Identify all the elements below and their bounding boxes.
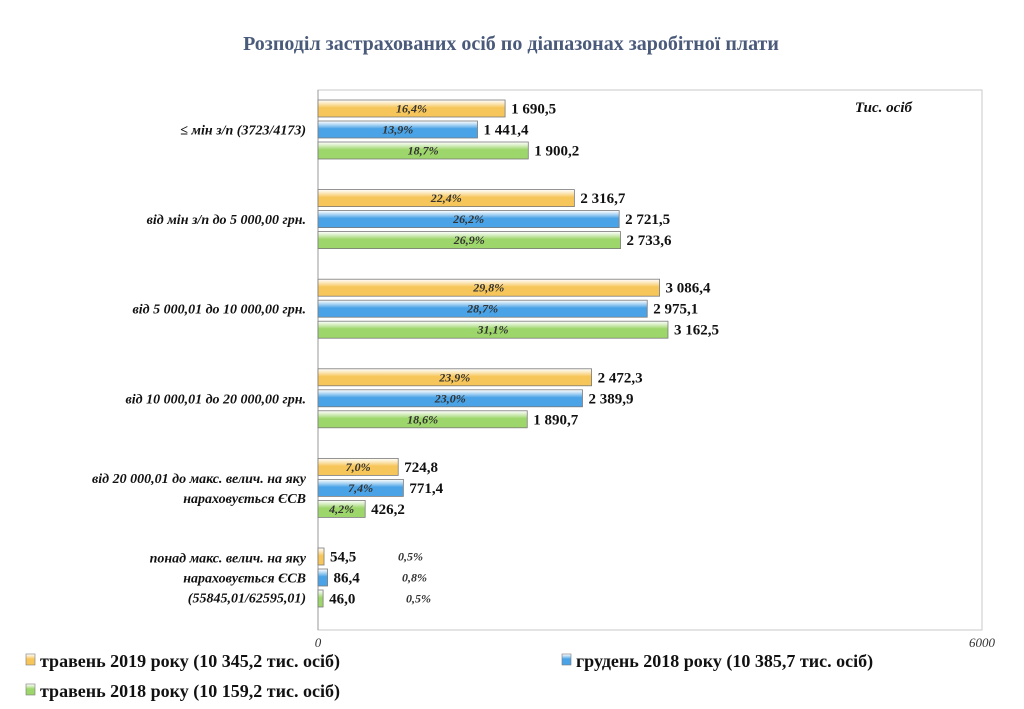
- value-label: 771,4: [409, 481, 443, 497]
- bar: [317, 457, 399, 476]
- value-label: 2 733,6: [627, 233, 673, 249]
- legend-swatch: [25, 683, 36, 696]
- percent-label: 26,2%: [452, 212, 484, 226]
- category-label: (55845,01/62595,01): [188, 592, 306, 607]
- percent-label: 0,5%: [398, 550, 423, 564]
- bar: [317, 278, 660, 297]
- legend-entry: травень 2019 року (10 345,2 тис. осіб): [40, 651, 340, 672]
- percent-label: 28,7%: [466, 302, 498, 316]
- percent-label: 13,9%: [382, 123, 413, 137]
- legend: травень 2019 року (10 345,2 тис. осіб) гр…: [25, 651, 873, 702]
- legend-entry: травень 2018 року (10 159,2 тис. осіб): [40, 681, 340, 702]
- percent-label: 29,8%: [472, 281, 504, 295]
- bar: [317, 210, 620, 229]
- value-label: 2 316,7: [580, 191, 626, 207]
- value-label: 1 441,4: [484, 123, 529, 139]
- percent-label: 4,2%: [328, 502, 354, 516]
- value-label: 3 162,5: [674, 323, 719, 339]
- bar: [317, 99, 506, 118]
- legend-swatch: [25, 653, 36, 666]
- percent-label: 22,4%: [430, 191, 462, 205]
- percent-label: 7,4%: [348, 481, 373, 495]
- percent-label: 18,6%: [407, 412, 438, 426]
- category-label: нараховується ЄСВ: [183, 492, 306, 507]
- value-label: 2 472,3: [598, 370, 643, 386]
- category-label: від 20 000,01 до макс. велич. на яку: [92, 472, 307, 487]
- percent-label: 31,1%: [476, 323, 508, 337]
- percent-label: 18,7%: [408, 144, 439, 158]
- bar: [317, 389, 583, 408]
- chart-title: Розподіл застрахованих осіб по діапазона…: [243, 33, 779, 55]
- value-label: 1 890,7: [533, 412, 579, 428]
- bar: [317, 589, 324, 608]
- percent-label: 16,4%: [396, 102, 427, 116]
- value-label: 1 690,5: [511, 102, 556, 118]
- percent-label: 26,9%: [453, 233, 485, 247]
- value-label: 1 900,2: [534, 144, 579, 160]
- bar: [317, 120, 478, 139]
- bar: [317, 410, 528, 429]
- bar: [317, 320, 669, 339]
- category-label: ≤ мін з/п (3723/4173): [180, 124, 306, 139]
- percent-label: 0,5%: [406, 592, 431, 606]
- bar: [317, 299, 648, 318]
- bar: [317, 231, 621, 250]
- category-labels: ≤ мін з/п (3723/4173) від мін з/п до 5 00…: [92, 124, 307, 607]
- value-label: 86,4: [334, 571, 361, 587]
- bar: [317, 499, 366, 518]
- value-label: 2 389,9: [588, 391, 633, 407]
- value-label: 426,2: [371, 502, 405, 518]
- category-label: від 10 000,01 до 20 000,00 грн.: [126, 392, 306, 407]
- percent-label: 23,0%: [434, 391, 466, 405]
- percent-label: 0,8%: [402, 571, 427, 585]
- bar: [317, 547, 325, 566]
- percent-label: 23,9%: [438, 370, 470, 384]
- bar: [317, 478, 404, 497]
- x-axis-ticks: 0 6000: [315, 635, 996, 650]
- bar: [317, 141, 529, 160]
- unit-label: Тис. осіб: [855, 100, 913, 116]
- x-tick-label: 0: [315, 635, 322, 650]
- category-label: від 5 000,01 до 10 000,00 грн.: [133, 303, 306, 318]
- category-label: понад макс. велич. на яку: [150, 552, 307, 567]
- category-label: від мін з/п до 5 000,00 грн.: [147, 213, 306, 228]
- bars: 1 690,5 16,4% 2 316,7 22,4% 3 086,4 29,8% 2 47…: [317, 99, 719, 608]
- bar: [317, 368, 593, 387]
- legend-entry: грудень 2018 року (10 385,7 тис. осіб): [576, 651, 873, 672]
- value-label: 46,0: [329, 592, 355, 608]
- value-label: 54,5: [330, 550, 356, 566]
- x-tick-label: 6000: [969, 635, 996, 650]
- category-label: нараховується ЄСВ: [183, 572, 306, 587]
- bar: [317, 189, 575, 208]
- percent-label: 7,0%: [346, 460, 371, 474]
- value-label: 724,8: [404, 460, 438, 476]
- legend-swatch: [561, 653, 572, 666]
- value-label: 2 721,5: [625, 212, 670, 228]
- bar: [317, 568, 328, 587]
- value-label: 3 086,4: [666, 281, 712, 297]
- value-label: 2 975,1: [653, 302, 698, 318]
